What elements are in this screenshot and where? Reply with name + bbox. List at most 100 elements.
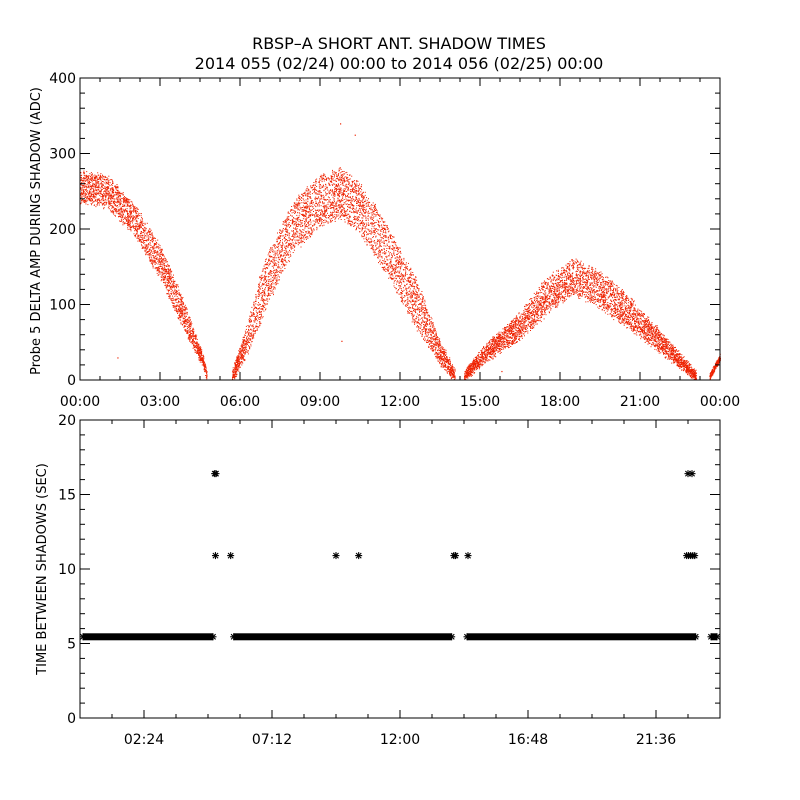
amplitude-point xyxy=(279,252,281,254)
amplitude-point xyxy=(144,227,146,229)
amplitude-point xyxy=(238,361,240,363)
amplitude-point xyxy=(149,253,151,255)
amplitude-point xyxy=(262,276,264,278)
amplitude-point xyxy=(99,174,101,176)
amplitude-point xyxy=(351,220,353,222)
amplitude-point xyxy=(92,176,94,178)
amplitude-point xyxy=(347,180,349,182)
amplitude-point xyxy=(145,235,147,236)
amplitude-point xyxy=(96,188,98,190)
amplitude-point xyxy=(276,252,278,254)
amplitude-point xyxy=(90,203,92,204)
amplitude-point xyxy=(384,225,385,227)
amplitude-point xyxy=(149,249,150,251)
amplitude-point xyxy=(319,202,321,204)
amplitude-point xyxy=(431,330,433,332)
amplitude-point xyxy=(267,254,269,256)
amplitude-point xyxy=(108,208,110,210)
amplitude-point xyxy=(90,172,92,174)
amplitude-point xyxy=(449,370,451,372)
amplitude-point xyxy=(201,357,203,359)
amplitude-point xyxy=(340,168,342,170)
amplitude-point xyxy=(432,348,434,350)
amplitude-point xyxy=(314,214,316,216)
amplitude-point xyxy=(156,253,158,255)
amplitude-point xyxy=(418,296,420,298)
amplitude-point xyxy=(186,312,188,314)
amplitude-point xyxy=(111,184,113,186)
amplitude-point xyxy=(167,278,169,280)
amplitude-point xyxy=(82,199,84,201)
amplitude-point xyxy=(262,298,264,300)
amplitude-point xyxy=(279,233,281,234)
amplitude-point xyxy=(304,227,306,229)
amplitude-point xyxy=(301,210,303,212)
amplitude-point xyxy=(104,175,106,177)
amplitude-point xyxy=(381,255,383,257)
amplitude-point xyxy=(431,322,433,324)
amplitude-point xyxy=(91,198,93,200)
amplitude-point xyxy=(94,177,96,179)
amplitude-point xyxy=(154,244,156,246)
amplitude-point xyxy=(181,313,183,315)
amplitude-point xyxy=(110,194,112,196)
amplitude-point xyxy=(182,318,184,320)
amplitude-point xyxy=(328,191,330,193)
amplitude-point xyxy=(98,184,100,186)
amplitude-point xyxy=(365,211,367,213)
amplitude-point xyxy=(323,178,324,179)
amplitude-point xyxy=(205,371,207,373)
amplitude-point xyxy=(133,233,135,235)
amplitude-point xyxy=(179,313,181,315)
amplitude-point xyxy=(303,202,305,204)
amplitude-point xyxy=(161,274,163,276)
amplitude-point xyxy=(340,184,342,186)
amplitude-point xyxy=(409,294,411,296)
amplitude-point xyxy=(406,283,408,285)
amplitude-point xyxy=(331,179,333,181)
amplitude-point xyxy=(94,174,96,176)
amplitude-point xyxy=(179,315,181,317)
amplitude-point xyxy=(299,202,301,204)
amplitude-point xyxy=(140,213,142,215)
amplitude-point xyxy=(174,305,176,307)
amplitude-point xyxy=(83,201,85,202)
amplitude-point xyxy=(402,275,404,277)
amplitude-point xyxy=(187,322,189,324)
amplitude-point xyxy=(243,339,245,341)
amplitude-point xyxy=(130,204,132,206)
amplitude-point xyxy=(161,266,163,267)
amplitude-point xyxy=(109,196,111,198)
amplitude-point xyxy=(325,185,327,187)
amplitude-point xyxy=(139,236,141,238)
amplitude-point xyxy=(82,181,84,183)
amplitude-point xyxy=(326,193,328,195)
amplitude-point xyxy=(416,298,418,300)
amplitude-point xyxy=(106,194,108,196)
amplitude-point xyxy=(179,307,181,309)
amplitude-point xyxy=(175,293,177,295)
amplitude-point xyxy=(165,270,167,272)
amplitude-point xyxy=(288,260,290,262)
amplitude-point xyxy=(129,211,131,213)
amplitude-point xyxy=(340,203,342,205)
amplitude-point xyxy=(367,202,369,204)
amplitude-point xyxy=(157,260,159,262)
amplitude-point xyxy=(169,279,171,281)
amplitude-point xyxy=(432,329,434,331)
amplitude-point xyxy=(329,205,331,207)
amplitude-point xyxy=(424,325,426,327)
amplitude-point xyxy=(186,308,188,310)
amplitude-point xyxy=(273,276,275,278)
amplitude-point xyxy=(89,193,91,195)
amplitude-point xyxy=(400,296,402,298)
amplitude-point xyxy=(292,230,294,231)
amplitude-point xyxy=(275,257,277,259)
amplitude-point xyxy=(85,195,87,197)
amplitude-point xyxy=(426,320,428,322)
amplitude-point xyxy=(157,254,159,256)
amplitude-point xyxy=(148,250,150,252)
amplitude-point xyxy=(179,298,181,300)
amplitude-point xyxy=(88,192,90,194)
amplitude-point xyxy=(205,366,207,368)
